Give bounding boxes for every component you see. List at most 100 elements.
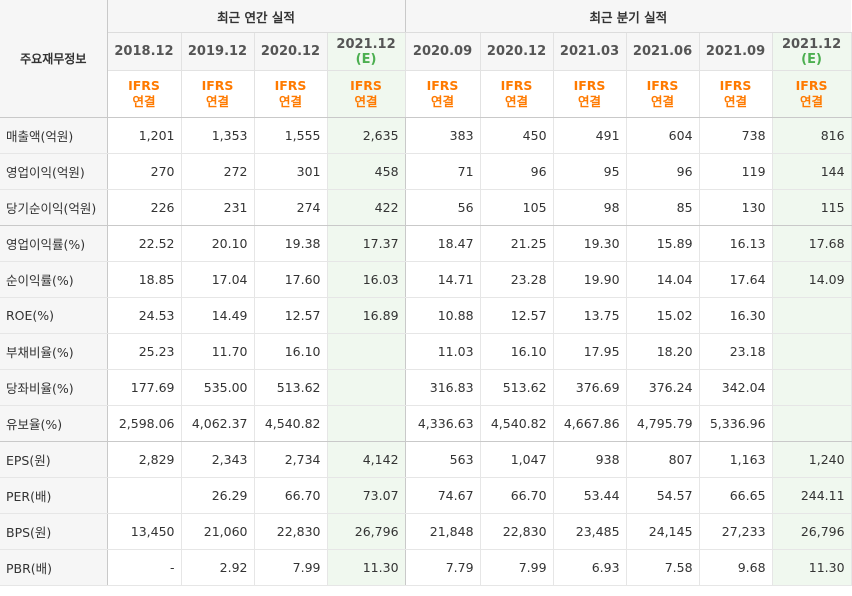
table-cell: 11.30 (327, 549, 406, 586)
period-header: 2021.09 (699, 32, 773, 71)
table-cell: 1,163 (699, 441, 773, 478)
table-cell: 807 (626, 441, 700, 478)
table-cell: 6.93 (553, 549, 627, 586)
table-row: PER(배) 26.29 66.70 73.07 74.67 66.70 53.44 54.5… (0, 477, 852, 514)
table-row: PBR(배) -2.92 7.99 11.30 7.79 7.99 6.93 7.58 9.68… (0, 549, 852, 586)
ifrs-text: IFRS (128, 78, 160, 93)
period-header: 2018.12 (107, 32, 182, 71)
table-cell: 26,796 (772, 513, 852, 550)
table-row: 유보율(%) 2,598.06 4,062.37 4,540.82 4,336.63 4,… (0, 405, 852, 442)
ifrs-consolidated-label: IFRS 연결 (254, 70, 328, 118)
consolidated-text: 연결 (800, 94, 824, 109)
table-cell: 604 (626, 117, 700, 154)
table-cell: 16.10 (480, 333, 554, 370)
table-cell: 316.83 (405, 369, 481, 406)
consolidated-text: 연결 (578, 94, 602, 109)
table-cell: 22,830 (480, 513, 554, 550)
table-cell: 27,233 (699, 513, 773, 550)
annual-section-title: 최근 연간 실적 (107, 0, 406, 33)
table-cell: 11.03 (405, 333, 481, 370)
table-cell: 177.69 (107, 369, 182, 406)
table-cell: 535.00 (181, 369, 255, 406)
table-cell: 4,336.63 (405, 405, 481, 442)
table-cell: 4,795.79 (626, 405, 700, 442)
row-label: PBR(배) (0, 549, 108, 586)
table-cell: 10.88 (405, 297, 481, 334)
table-cell: 16.89 (327, 297, 406, 334)
table-cell: 5,336.96 (699, 405, 773, 442)
row-label: 당기순이익(억원) (0, 189, 108, 226)
table-cell: 1,240 (772, 441, 852, 478)
ifrs-consolidated-label: IFRS 연결 (181, 70, 255, 118)
period-header-row: 2018.12 2019.12 2020.12 2021.12 (E) 2020.… (0, 32, 852, 71)
table-cell: - (107, 549, 182, 586)
table-cell: 22.52 (107, 225, 182, 262)
period-header-estimate: 2021.12 (E) (327, 32, 406, 71)
consolidated-text: 연결 (724, 94, 748, 109)
table-cell: 23.28 (480, 261, 554, 298)
table-cell: 26,796 (327, 513, 406, 550)
ifrs-consolidated-label: IFRS 연결 (553, 70, 627, 118)
table-cell: 4,142 (327, 441, 406, 478)
period-header: 2020.12 (254, 32, 328, 71)
period-header: 2019.12 (181, 32, 255, 71)
table-cell: 18.47 (405, 225, 481, 262)
table-cell: 15.02 (626, 297, 700, 334)
table-cell: 95 (553, 153, 627, 190)
table-cell: 19.30 (553, 225, 627, 262)
table-cell: 21,060 (181, 513, 255, 550)
table-cell: 26.29 (181, 477, 255, 514)
table-cell: 226 (107, 189, 182, 226)
table-row: EPS(원) 2,829 2,343 2,734 4,142 563 1,047 938 807… (0, 441, 852, 478)
ifrs-text: IFRS (500, 78, 533, 93)
period-header-estimate: 2021.12 (E) (772, 32, 852, 71)
ifrs-text: IFRS (646, 78, 679, 93)
table-cell: 119 (699, 153, 773, 190)
ifrs-text: IFRS (201, 78, 234, 93)
table-cell: 24,145 (626, 513, 700, 550)
table-cell (772, 297, 852, 334)
table-cell: 11.30 (772, 549, 852, 586)
table-cell: 16.03 (327, 261, 406, 298)
ifrs-text: IFRS (795, 78, 828, 93)
table-cell: 2,343 (181, 441, 255, 478)
row-label: 유보율(%) (0, 405, 108, 442)
row-label: EPS(원) (0, 441, 108, 478)
table-cell: 738 (699, 117, 773, 154)
ifrs-text: IFRS (426, 78, 459, 93)
table-cell (327, 405, 406, 442)
table-cell: 105 (480, 189, 554, 226)
table-cell: 274 (254, 189, 328, 226)
table-cell (772, 333, 852, 370)
table-cell: 383 (405, 117, 481, 154)
table-cell: 4,062.37 (181, 405, 255, 442)
table-cell: 96 (626, 153, 700, 190)
table-cell: 17.68 (772, 225, 852, 262)
quarterly-section-title: 최근 분기 실적 (405, 0, 852, 33)
table-cell: 13.75 (553, 297, 627, 334)
table-cell: 17.95 (553, 333, 627, 370)
table-cell: 2,635 (327, 117, 406, 154)
table-cell: 458 (327, 153, 406, 190)
table-cell: 4,667.86 (553, 405, 627, 442)
table-cell: 450 (480, 117, 554, 154)
table-row: BPS(원) 13,450 21,060 22,830 26,796 21,848 22,8… (0, 513, 852, 550)
table-cell: 17.64 (699, 261, 773, 298)
table-cell: 270 (107, 153, 182, 190)
table-corner-label: 주요재무정보 (0, 0, 108, 118)
table-cell: 1,201 (107, 117, 182, 154)
table-cell: 73.07 (327, 477, 406, 514)
ifrs-consolidated-label: IFRS 연결 (107, 70, 182, 118)
table-row: 영업이익(억원) 270 272 301 458 71 96 95 96 119 144 (0, 153, 852, 190)
table-row: 순이익률(%) 18.85 17.04 17.60 16.03 14.71 23.28 19.… (0, 261, 852, 298)
ifrs-text: IFRS (719, 78, 752, 93)
table-cell: 23.18 (699, 333, 773, 370)
table-cell: 2.92 (181, 549, 255, 586)
table-cell: 2,598.06 (107, 405, 182, 442)
table-cell (327, 369, 406, 406)
ifrs-consolidated-label: IFRS 연결 (699, 70, 773, 118)
table-cell: 1,555 (254, 117, 328, 154)
table-cell: 56 (405, 189, 481, 226)
financial-rows: 매출액(억원) 1,201 1,353 1,555 2,635 383 450 491 604 7… (0, 117, 852, 586)
row-label: 순이익률(%) (0, 261, 108, 298)
